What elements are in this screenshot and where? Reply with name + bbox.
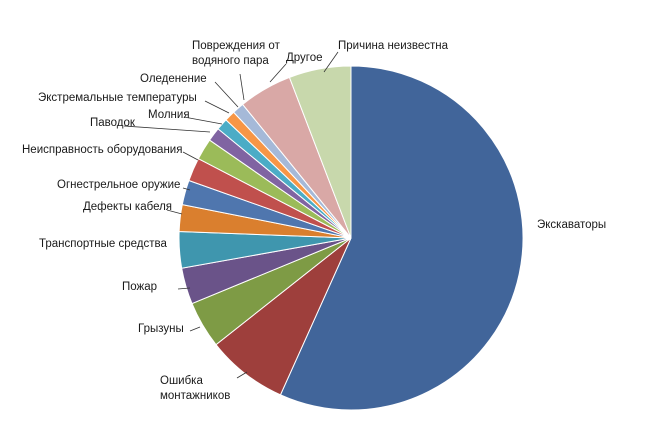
leader-line: [239, 73, 245, 101]
pie-slice: [288, 65, 352, 239]
slice-label: Другое: [286, 52, 323, 64]
slice-label: Грызуны: [138, 323, 184, 335]
slice-label: Экскаваторы: [537, 219, 606, 231]
slice-label: Молния: [148, 109, 190, 121]
leader-line: [204, 100, 230, 114]
leader-lines: [123, 51, 339, 379]
slice-label: Экстремальные температуры: [38, 92, 197, 104]
slice-label: Огнестрельное оружие: [57, 179, 180, 191]
slice-label: Ошибка монтажников: [160, 375, 230, 402]
leader-line: [182, 187, 191, 191]
slice-label: Оледенение: [140, 73, 207, 85]
slice-labels: Экскаваторы Ошибка монтажников Грызуны Пожар…: [22, 40, 606, 402]
leader-line: [182, 151, 199, 161]
slice-label: Повреждения от водяного пара: [192, 40, 281, 67]
slice-label: Дефекты кабеля: [83, 201, 172, 213]
slice-label: Паводок: [90, 117, 136, 129]
leader-line: [166, 209, 183, 215]
leader-line: [183, 116, 223, 125]
leader-line: [123, 125, 211, 133]
leader-line: [269, 63, 287, 83]
slice-label: Неисправность оборудования: [22, 144, 182, 156]
pie-slice: [279, 65, 524, 411]
leader-line: [323, 51, 339, 73]
leader-line: [214, 81, 239, 108]
leader-line: [189, 326, 201, 332]
pie-slices: [178, 65, 524, 411]
slice-label: Транспортные средства: [39, 238, 168, 250]
leader-line: [177, 287, 191, 290]
leader-line: [236, 371, 248, 379]
slice-label: Пожар: [122, 281, 157, 293]
slice-label: Причина неизвестна: [338, 40, 449, 52]
